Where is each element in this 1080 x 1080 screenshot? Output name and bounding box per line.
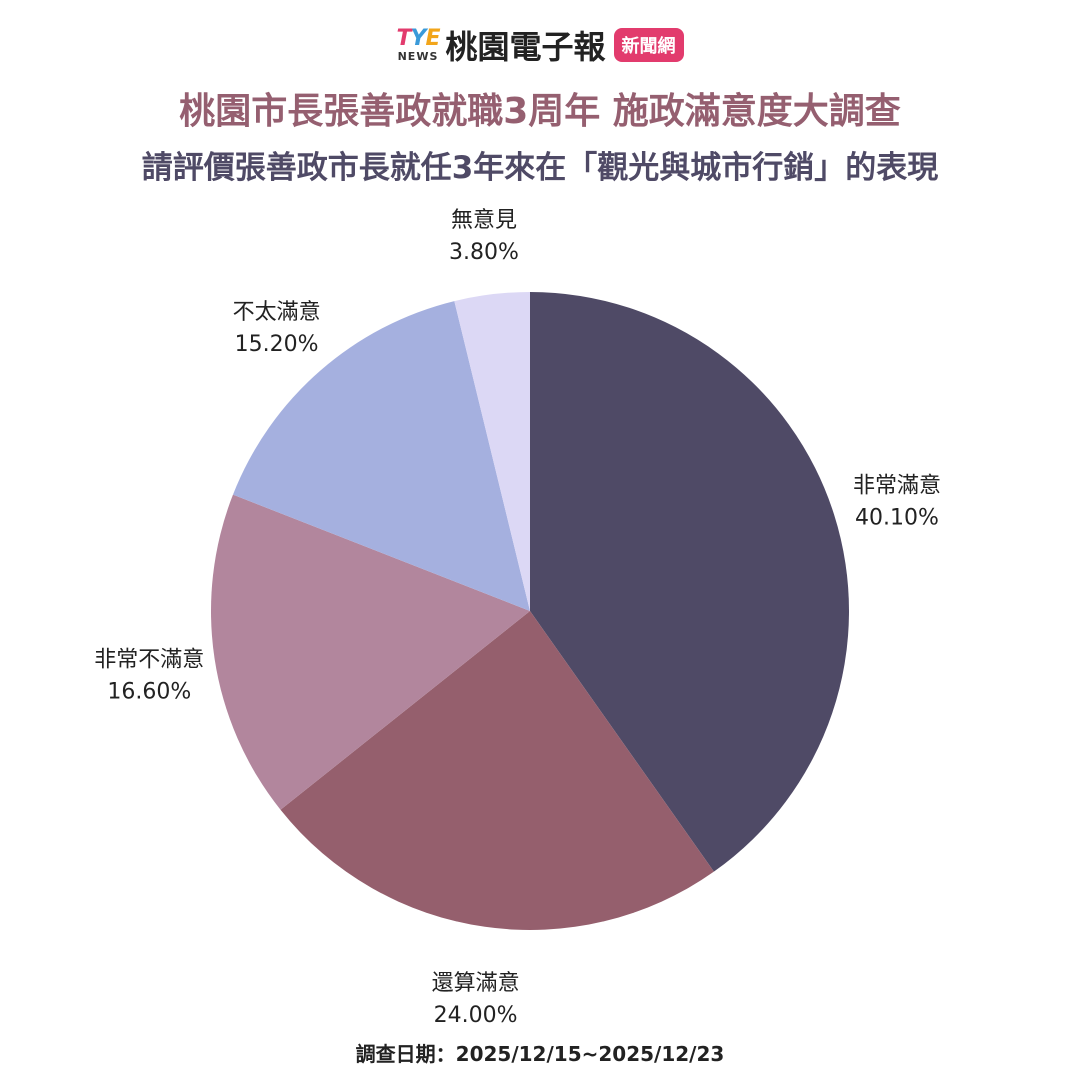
- logo-news-text: NEWS: [397, 50, 439, 63]
- pie-slice-1: [280, 611, 714, 930]
- slice-value-4: 3.80%: [449, 240, 519, 265]
- brand-tag-badge: 新聞網: [613, 28, 684, 62]
- slice-label-4: 無意見: [451, 208, 517, 233]
- slice-label-2: 非常不滿意: [94, 647, 204, 672]
- chart-title: 桃園市長張善政就職3周年 施政滿意度大調查: [179, 91, 901, 132]
- pie-slice-3: [232, 301, 531, 611]
- chart-subtitle: 請評價張善政市長就任3年來在「觀光與城市行銷」的表現: [141, 150, 939, 186]
- tye-news-logo: TYE NEWS: [396, 26, 441, 63]
- logo-letter-e: E: [425, 26, 440, 51]
- slice-value-3: 15.20%: [235, 332, 319, 357]
- slice-value-1: 24.00%: [434, 1003, 518, 1028]
- pie-slice-2: [210, 494, 530, 810]
- slice-label-3: 不太滿意: [233, 300, 321, 325]
- slice-value-0: 40.10%: [855, 506, 939, 531]
- slice-label-0: 非常滿意: [853, 474, 941, 499]
- brand-header: TYE NEWS 桃園電子報 新聞網: [0, 22, 1080, 68]
- slice-value-2: 16.60%: [107, 679, 191, 704]
- pie-slice-0: [530, 292, 850, 872]
- pie-slice-4: [454, 292, 530, 611]
- survey-date: 調查日期：2025/12/15~2025/12/23: [355, 1042, 725, 1066]
- logo-letter-y: Y: [410, 26, 427, 51]
- brand-name: 桃園電子報: [445, 28, 606, 66]
- slice-label-1: 還算滿意: [432, 971, 520, 996]
- logo-letter-t: T: [396, 26, 412, 51]
